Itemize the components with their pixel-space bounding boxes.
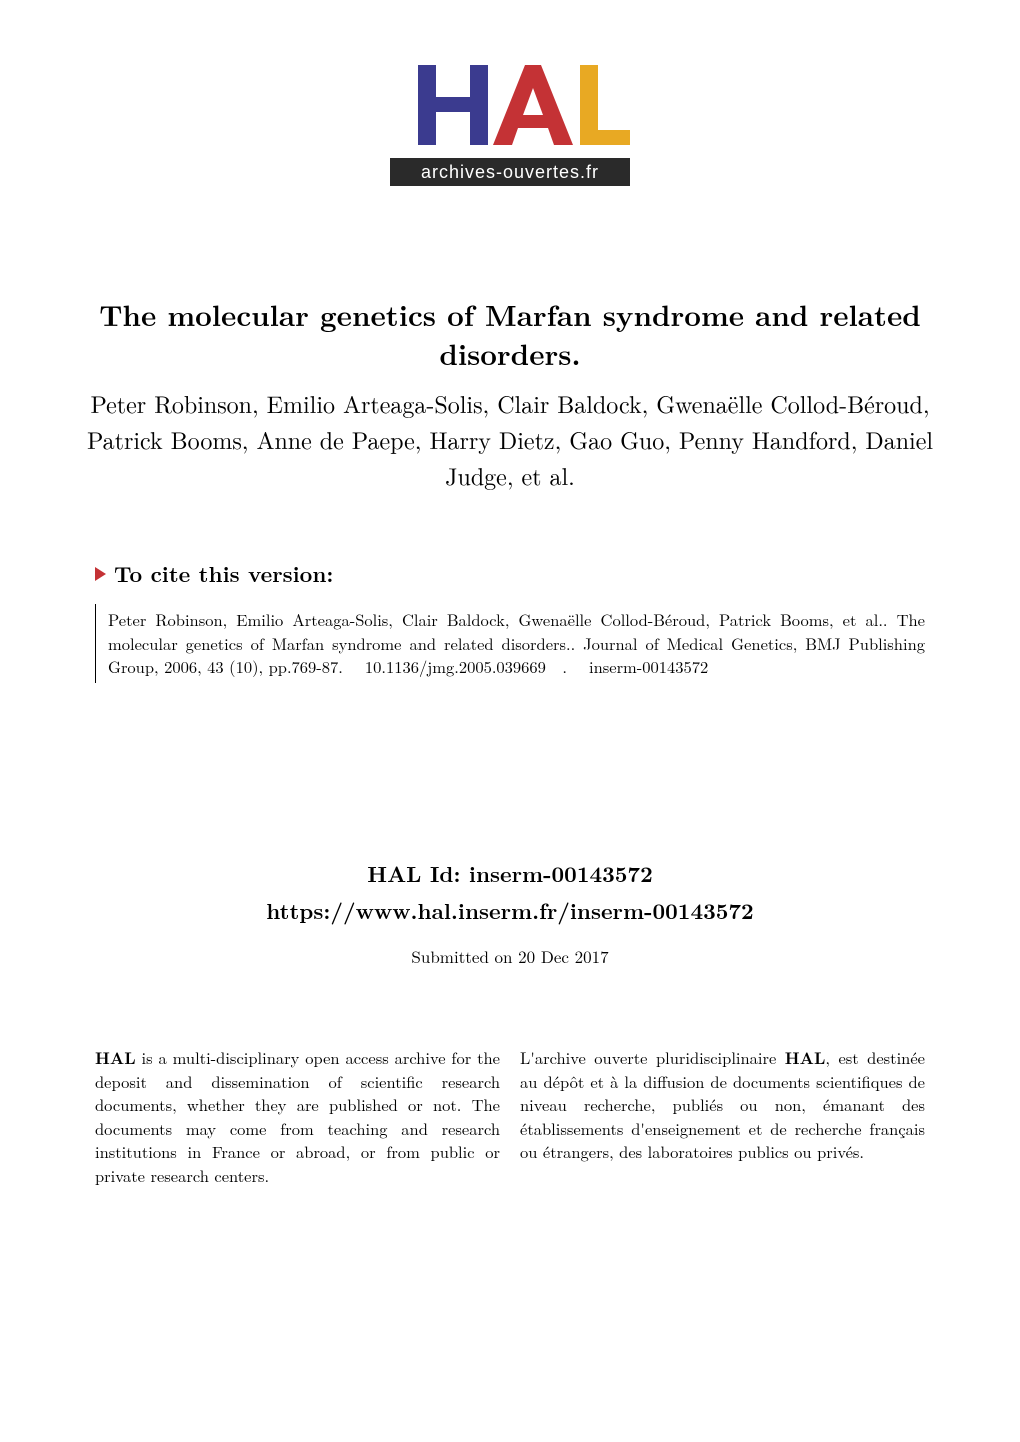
paper-title: The molecular genetics of Marfan syndrom… [80,295,940,373]
desc-right-prefix: L'archive ouverte pluridisciplinaire [520,1045,785,1069]
cite-section: To cite this version: Peter Robinson, Em… [0,558,1020,683]
hal-id-url[interactable]: https://www.hal.inserm.fr/inserm-0014357… [0,895,1020,926]
cite-box: Peter Robinson, Emilio Arteaga-Solis, Cl… [95,604,925,683]
hal-bold-right: HAL [785,1045,826,1069]
hal-logo-icon: archives-ouvertes.fr [380,55,640,195]
submitted-date: Submitted on 20 Dec 2017 [0,944,1020,968]
archives-ouvertes-text: archives-ouvertes.fr [421,162,599,182]
cite-text: Peter Robinson, Emilio Arteaga-Solis, Cl… [108,608,925,679]
logo-container: archives-ouvertes.fr [0,0,1020,200]
hal-logo: archives-ouvertes.fr [380,55,640,200]
description-section: HAL is a multi-disciplinary open access … [0,1046,1020,1188]
hal-id-label: HAL Id: inserm-00143572 [0,858,1020,889]
desc-left-text: is a multi-disciplinary open access arch… [95,1045,500,1187]
title-section: The molecular genetics of Marfan syndrom… [0,295,1020,493]
description-left: HAL is a multi-disciplinary open access … [95,1046,500,1188]
hal-id-section: HAL Id: inserm-00143572 https://www.hal.… [0,858,1020,968]
cite-header: To cite this version: [95,558,925,589]
hal-bold-left: HAL [95,1045,136,1069]
cite-title: To cite this version: [114,558,333,589]
description-right: L'archive ouverte pluridisciplinaire HAL… [520,1046,925,1188]
paper-authors: Peter Robinson, Emilio Arteaga-Solis, Cl… [80,385,940,493]
triangle-icon [95,567,106,581]
